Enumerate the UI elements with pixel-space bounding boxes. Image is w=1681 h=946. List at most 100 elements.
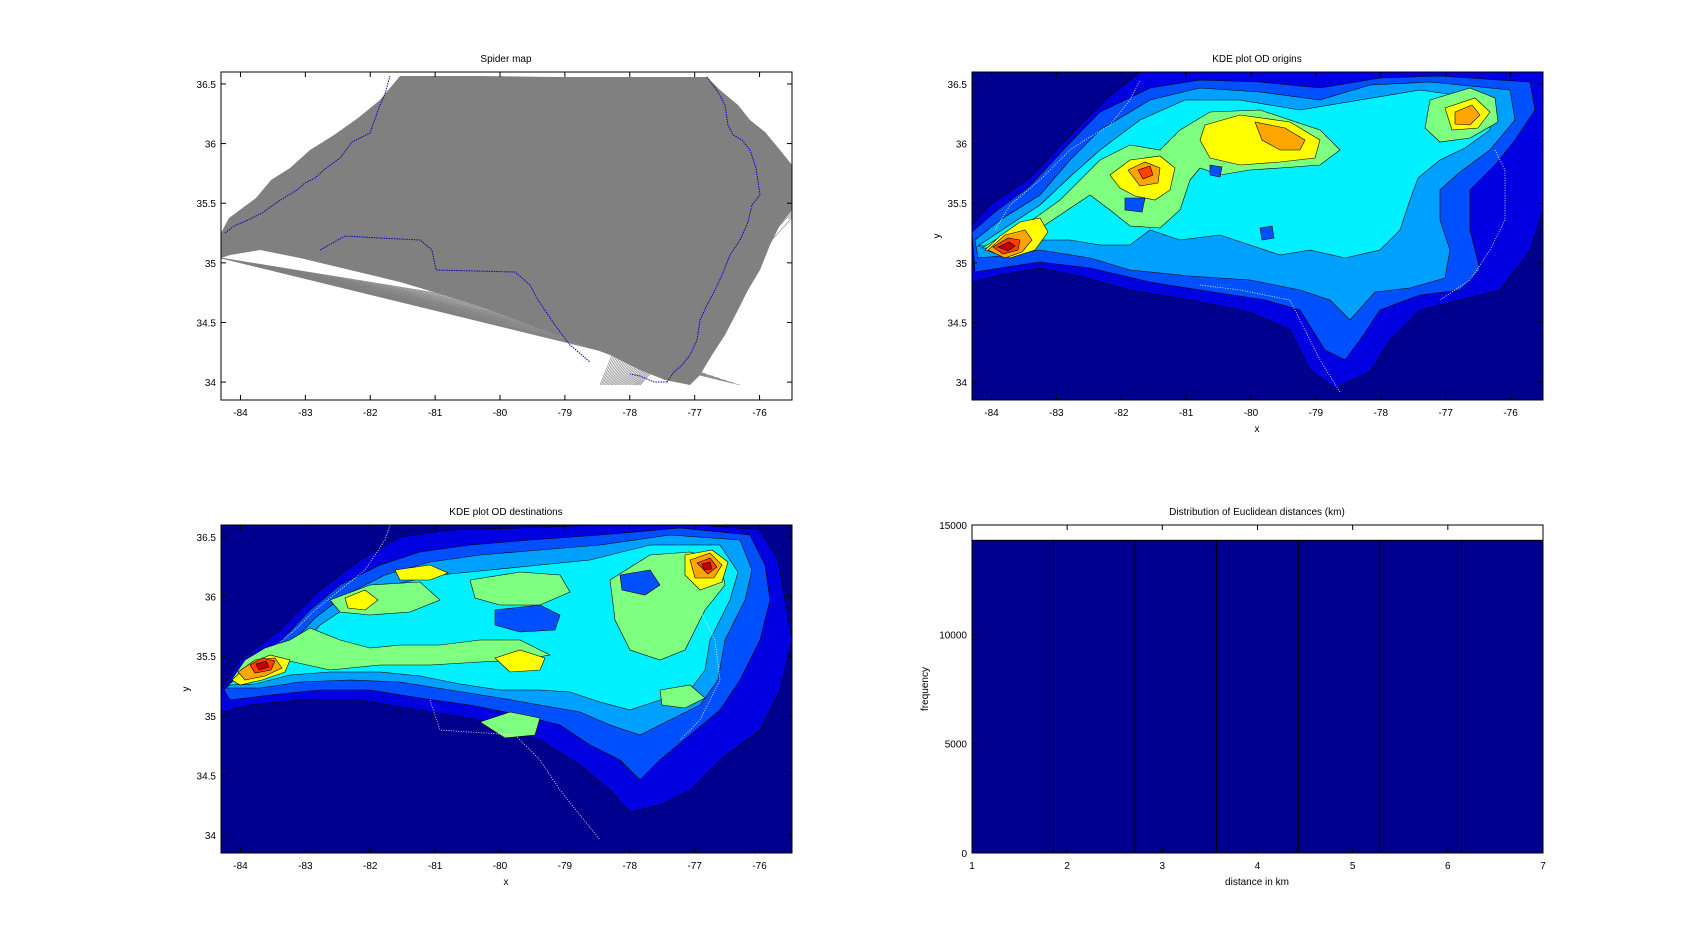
- spider-fan-lines: [221, 139, 792, 386]
- kde-destinations-xtick-label: -78: [623, 861, 638, 872]
- spider-map-xtick-label: -84: [233, 408, 248, 419]
- spider-map-ytick-label: 34.5: [197, 318, 217, 329]
- kde-destinations-coast: [269, 525, 721, 841]
- kde-destinations-level-7: [237, 552, 723, 681]
- spider-line: [613, 180, 725, 386]
- kde-destinations-xtick-label: -83: [298, 861, 313, 872]
- kde-origins-level-9: [997, 241, 1016, 252]
- kde-destinations-xlabel: x: [504, 877, 509, 888]
- kde-origins-xtick-label: -77: [1438, 408, 1453, 419]
- spider-line: [719, 167, 792, 211]
- spider-line: [620, 190, 742, 386]
- spider-line: [637, 215, 784, 386]
- histogram-xtick-label: 5: [1350, 861, 1356, 872]
- spider-line: [619, 188, 739, 386]
- histogram-xtick-label: 6: [1445, 861, 1451, 872]
- spider-line: [609, 174, 715, 386]
- spider-line: [612, 178, 722, 386]
- spider-map-xtick-label: -79: [558, 408, 573, 419]
- spider-line: [606, 170, 708, 386]
- kde-origins-xtick-label: -82: [1114, 408, 1129, 419]
- histogram-xtick-label: 1: [969, 861, 975, 872]
- spider-line: [621, 192, 746, 386]
- histogram-bar: [1460, 539, 1544, 854]
- kde-destinations-contours: [221, 525, 792, 841]
- kde-origins-ytick-label: 36: [956, 140, 968, 151]
- spider-line: [719, 162, 792, 208]
- histogram-ylabel: frequency: [920, 667, 931, 711]
- kde-destinations-xtick-label: -81: [428, 861, 443, 872]
- spider-map-ytick-label: 35.5: [197, 199, 217, 210]
- spider-map-ticks: -84 -83 -82 -81 -80 -79 -78 -77 -76 36.5 36 35.5 35 3…: [197, 72, 792, 419]
- kde-origins-level-6: [984, 97, 1491, 259]
- histogram-bar: [1297, 539, 1381, 854]
- spider-line: [610, 176, 718, 386]
- spider-map-ytick-label: 34: [205, 378, 217, 389]
- kde-destinations-ytick-label: 36.5: [197, 533, 217, 544]
- kde-origins-ticks: -84 -83 -82 -81 -80 -79 -78 -77 -76 36.5 36 35.5 35 3…: [948, 72, 1543, 419]
- kde-destinations-frame: [220, 524, 793, 854]
- spider-line: [638, 217, 787, 386]
- spider-line: [719, 156, 792, 203]
- histogram-ytick-label: 5000: [945, 740, 968, 751]
- kde-origins-coast: [994, 79, 1506, 393]
- spider-line: [719, 177, 792, 219]
- kde-destinations-ytick-label: 36: [205, 593, 217, 604]
- histogram-bar: [971, 539, 1055, 854]
- histogram-panel: Distribution of Euclidean distances (km)…: [920, 507, 1546, 888]
- kde-origins-contours: [972, 72, 1543, 393]
- kde-destinations-blue-islands: [494, 569, 661, 633]
- spider-map-frame: [220, 71, 793, 401]
- kde-destinations-ylabel: y: [181, 687, 192, 692]
- kde-origins-frame: [971, 71, 1544, 401]
- kde-origins-level-4: [976, 89, 1491, 259]
- spider-line: [625, 199, 756, 386]
- kde-destinations-xtick-label: -82: [363, 861, 378, 872]
- spider-line: [616, 184, 732, 386]
- histogram-bar: [1053, 539, 1136, 854]
- histogram-xtick-label: 2: [1064, 861, 1070, 872]
- spider-line: [608, 172, 711, 386]
- kde-origins-xtick-label: -80: [1244, 408, 1259, 419]
- spider-line: [623, 195, 749, 386]
- kde-origins-xtick-label: -81: [1179, 408, 1194, 419]
- kde-destinations-xtick-label: -77: [687, 861, 702, 872]
- kde-destinations-xtick-label: -84: [233, 861, 248, 872]
- spider-map-ytick-label: 35: [205, 259, 217, 270]
- kde-destinations-xtick-label: -79: [558, 861, 573, 872]
- spider-line: [599, 159, 691, 386]
- histogram-bars: [971, 539, 1544, 854]
- spider-map-xtick-label: -82: [363, 408, 378, 419]
- spider-line: [719, 171, 792, 214]
- spider-line: [617, 186, 736, 386]
- spider-line: [635, 213, 780, 386]
- kde-origins-ytick-label: 34: [956, 378, 968, 389]
- histogram-xtick-label: 4: [1255, 861, 1261, 872]
- spider-line: [719, 173, 792, 216]
- histogram-ytick-label: 15000: [939, 521, 967, 532]
- spider-line: [719, 152, 792, 200]
- kde-origins-ytick-label: 36.5: [948, 80, 968, 91]
- kde-destinations-xtick-label: -76: [752, 861, 767, 872]
- kde-destinations-ticks: -84 -83 -82 -81 -80 -79 -78 -77 -76 36.5 36 35.5 35 3…: [197, 525, 792, 872]
- spider-line: [605, 168, 705, 386]
- spider-line: [719, 146, 792, 195]
- kde-origins-ylabel: y: [932, 234, 943, 239]
- spider-line: [627, 201, 760, 386]
- spider-map-xtick-label: -78: [623, 408, 638, 419]
- spider-lines-mass: [221, 76, 792, 385]
- kde-destinations-ytick-label: 35: [205, 712, 217, 723]
- histogram-xtick-label: 3: [1160, 861, 1166, 872]
- kde-origins-ytick-label: 34.5: [948, 318, 968, 329]
- spider-line: [719, 154, 792, 202]
- kde-origins-xlabel: x: [1255, 424, 1260, 435]
- kde-origins-xtick-label: -76: [1503, 408, 1518, 419]
- spider-map-xtick-label: -80: [493, 408, 508, 419]
- kde-destinations-ytick-label: 34: [205, 831, 217, 842]
- spider-line: [719, 160, 792, 207]
- spider-map-ytick-label: 36: [205, 140, 217, 151]
- kde-origins-title: KDE plot OD origins: [1212, 54, 1301, 65]
- spider-map-xtick-label: -83: [298, 408, 313, 419]
- kde-origins-ytick-label: 35: [956, 259, 968, 270]
